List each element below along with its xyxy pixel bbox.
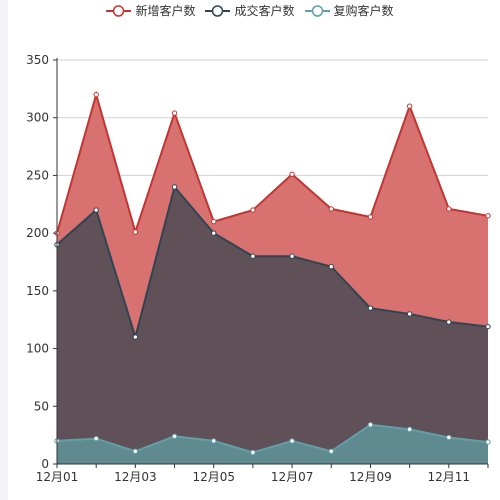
x-tick-label: 12月03 bbox=[114, 470, 157, 484]
data-point bbox=[446, 434, 452, 441]
legend-swatch-new-customers bbox=[106, 4, 132, 17]
data-point bbox=[367, 422, 374, 428]
legend-label-repeat-customers: 复购客户数 bbox=[333, 4, 394, 18]
x-tick-label: 12月01 bbox=[36, 470, 79, 484]
data-point bbox=[132, 448, 139, 455]
legend-label-new-customers: 新增客户数 bbox=[135, 4, 196, 18]
data-point bbox=[406, 103, 413, 109]
data-point bbox=[328, 206, 334, 212]
legend-item-deal-customers[interactable]: 成交客户数 bbox=[205, 2, 295, 19]
data-point bbox=[211, 438, 217, 444]
data-point bbox=[446, 206, 452, 212]
data-point bbox=[93, 435, 99, 442]
line-series-0 bbox=[56, 90, 489, 236]
left-rail bbox=[0, 0, 8, 500]
legend-swatch-repeat-customers bbox=[304, 4, 330, 17]
data-point bbox=[250, 449, 256, 456]
area-fill-series-2 bbox=[57, 424, 488, 464]
data-point bbox=[406, 311, 413, 317]
y-tick-label: 150 bbox=[26, 284, 49, 298]
data-point bbox=[171, 110, 178, 116]
y-tick-label: 100 bbox=[26, 342, 49, 356]
line-series-2 bbox=[56, 423, 489, 454]
y-tick-label: 250 bbox=[26, 168, 49, 182]
legend-item-new-customers[interactable]: 新增客户数 bbox=[106, 2, 195, 19]
data-point bbox=[211, 230, 217, 236]
data-point bbox=[485, 439, 491, 445]
data-point bbox=[93, 91, 99, 98]
data-point bbox=[406, 426, 413, 433]
data-point bbox=[328, 263, 334, 270]
legend-swatch-deal-customers bbox=[205, 4, 231, 17]
y-tick-label: 300 bbox=[26, 111, 49, 125]
data-point bbox=[289, 171, 295, 177]
data-point bbox=[485, 323, 491, 330]
y-tick-label: 200 bbox=[26, 226, 49, 240]
legend-item-repeat-customers[interactable]: 复购客户数 bbox=[304, 2, 394, 19]
data-point bbox=[171, 433, 178, 439]
data-point bbox=[289, 253, 295, 259]
data-point bbox=[250, 253, 256, 259]
data-point bbox=[367, 214, 374, 220]
line-series-1 bbox=[56, 184, 489, 341]
data-point bbox=[171, 184, 178, 190]
y-tick-label: 350 bbox=[26, 53, 49, 67]
x-tick-label: 12月07 bbox=[271, 470, 314, 484]
x-tick-label: 12月05 bbox=[192, 470, 235, 484]
area-fill-series-1 bbox=[57, 186, 488, 464]
data-point bbox=[132, 334, 139, 340]
data-point bbox=[485, 213, 491, 219]
data-point bbox=[328, 448, 334, 455]
y-tick-label: 50 bbox=[34, 399, 49, 413]
y-tick-label: 0 bbox=[41, 457, 49, 471]
data-point bbox=[93, 207, 99, 213]
legend-label-deal-customers: 成交客户数 bbox=[234, 4, 295, 18]
legend: 新增客户数 成交客户数 复购客户数 bbox=[0, 2, 500, 19]
data-point bbox=[132, 229, 139, 235]
data-point bbox=[446, 319, 452, 325]
x-tick-label: 12月09 bbox=[349, 470, 392, 484]
data-point bbox=[211, 218, 217, 225]
x-tick-label: 12月11 bbox=[428, 470, 471, 484]
data-point bbox=[289, 438, 295, 444]
data-point bbox=[367, 305, 374, 311]
data-point bbox=[250, 207, 256, 213]
